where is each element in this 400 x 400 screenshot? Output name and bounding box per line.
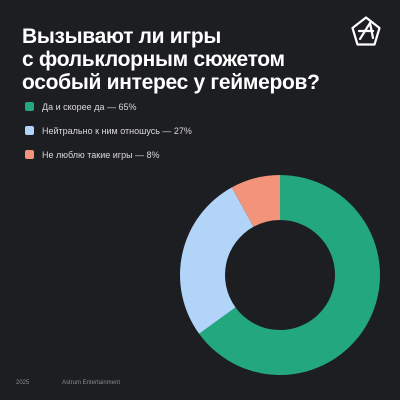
astrum-star-logo-icon [351,16,381,46]
legend-swatch-dislike [25,150,34,159]
footer-year: 2025 [16,380,30,386]
footer-company: Astrum Entertainment [62,380,121,386]
legend-swatch-neutral [25,126,34,135]
donut-slice-dislike [231,175,280,227]
title-line-1: Вызывают ли игры [22,25,222,48]
donut-chart [170,175,390,375]
title-line-2: с фольклорным сюжетом [22,48,285,71]
title-line-3: особый интерес у геймеров? [22,71,320,94]
legend-label-dislike: Не люблю такие игры — 8% [42,149,160,160]
legend-label-yes: Да и скорее да — 65% [42,101,137,112]
donut-slice-neutral [180,187,254,334]
legend-swatch-yes [25,102,34,111]
chart-title: Вызывают ли игры с фольклорным сюжетом о… [22,25,322,94]
legend-item-yes: Да и скорее да — 65% [25,101,365,112]
chart-legend: Да и скорее да — 65% Нейтрально к ним от… [25,101,365,173]
donut-slice-yes [199,175,380,375]
legend-item-neutral: Нейтрально к ним отношусь — 27% [25,125,365,136]
legend-item-dislike: Не люблю такие игры — 8% [25,149,365,160]
legend-label-neutral: Нейтрально к ним отношусь — 27% [42,125,192,136]
